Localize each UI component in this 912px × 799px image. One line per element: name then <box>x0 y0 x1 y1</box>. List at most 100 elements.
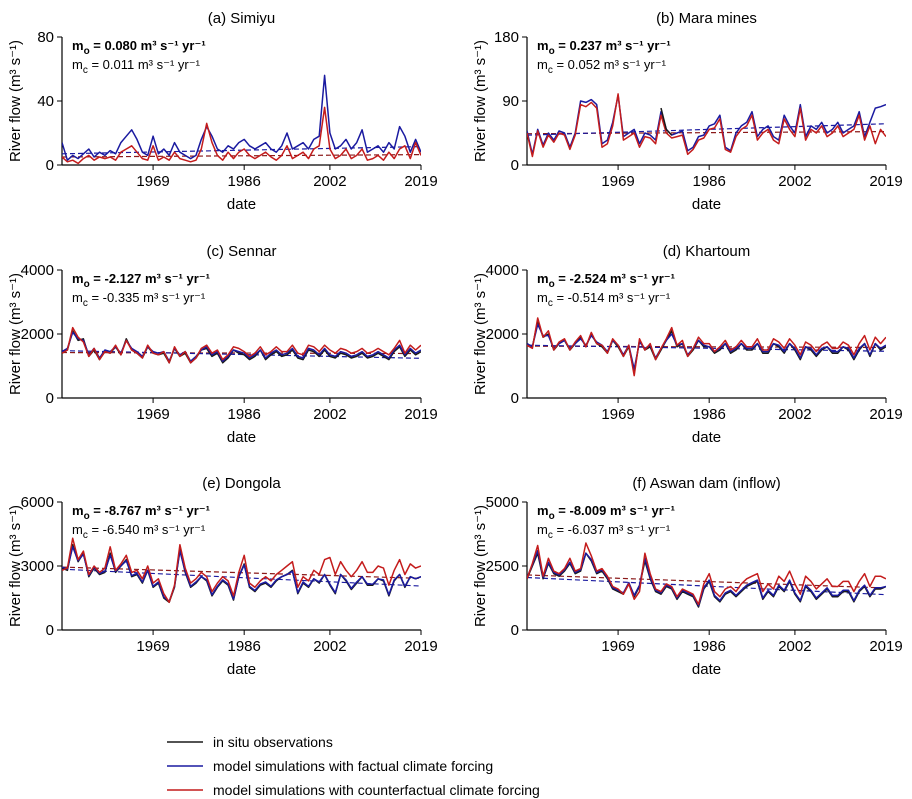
y-tick-label: 90 <box>502 93 519 110</box>
plot-area <box>527 93 886 158</box>
y-tick-label: 4000 <box>486 262 519 279</box>
plot-area <box>62 537 421 604</box>
x-axis-label: date <box>227 429 256 446</box>
y-tick-label: 6000 <box>21 494 54 511</box>
y-tick-label: 4000 <box>21 262 54 279</box>
x-tick-label: 1986 <box>227 638 260 655</box>
series-counterfactual <box>62 326 421 364</box>
x-axis-label: date <box>692 661 721 678</box>
y-axis-label: River flow (m³ s⁻¹) <box>472 40 489 162</box>
legend: in situ observations model simulations w… <box>167 734 540 798</box>
x-tick-label: 1969 <box>601 173 634 190</box>
y-tick-label: 2000 <box>486 326 519 343</box>
x-tick-label: 2002 <box>778 406 811 423</box>
x-tick-label: 1969 <box>136 638 169 655</box>
series-counterfactual <box>527 93 886 158</box>
trend-line-factual <box>62 568 421 587</box>
x-tick-label: 1969 <box>601 406 634 423</box>
x-tick-label: 1969 <box>136 406 169 423</box>
y-tick-label: 180 <box>494 29 519 46</box>
x-tick-label: 1969 <box>136 173 169 190</box>
trend-label-observed: mo = -8.767 m³ s⁻¹ yr⁻¹ <box>72 503 210 522</box>
legend-label-observations: in situ observations <box>213 734 333 750</box>
y-tick-label: 3000 <box>21 558 54 575</box>
y-tick-label: 2000 <box>21 326 54 343</box>
x-axis-label: date <box>227 196 256 213</box>
y-tick-label: 0 <box>511 390 519 407</box>
panel-title: (a) Simiyu <box>208 10 276 27</box>
trend-label-observed: mo = -8.009 m³ s⁻¹ yr⁻¹ <box>537 503 675 522</box>
x-tick-label: 2002 <box>313 638 346 655</box>
y-axis-label: River flow (m³ s⁻¹) <box>7 40 24 162</box>
y-tick-label: 5000 <box>486 494 519 511</box>
panel-title: (b) Mara mines <box>656 10 757 27</box>
panel-5: (f) Aswan dam (inflow) 0 2500 5000 1969 1986 2… <box>472 475 903 678</box>
panel-title: (e) Dongola <box>202 475 281 492</box>
x-tick-label: 1986 <box>227 173 260 190</box>
panel-title: (c) Sennar <box>206 243 276 260</box>
plot-area <box>62 326 421 364</box>
plot-area <box>62 74 421 165</box>
series-counterfactual <box>527 542 886 606</box>
x-tick-label: 2002 <box>313 406 346 423</box>
x-tick-label: 1986 <box>227 406 260 423</box>
trend-line-counterfactual <box>527 574 886 589</box>
panel-title: (f) Aswan dam (inflow) <box>632 475 780 492</box>
trend-label-counterfactual: mc = -0.514 m³ s⁻¹ yr⁻¹ <box>537 290 671 309</box>
panel-3: (d) Khartoum 0 2000 4000 1969 1986 2002 2019 dat… <box>472 243 903 446</box>
plot-area <box>527 542 886 608</box>
y-tick-label: 0 <box>511 157 519 174</box>
series-counterfactual <box>62 537 421 604</box>
trend-label-observed: mo = 0.080 m³ s⁻¹ yr⁻¹ <box>72 38 206 57</box>
trend-label-counterfactual: mc = 0.052 m³ s⁻¹ yr⁻¹ <box>537 57 667 76</box>
plot-area <box>527 317 886 377</box>
trend-label-observed: mo = 0.237 m³ s⁻¹ yr⁻¹ <box>537 38 671 57</box>
y-axis-label: River flow (m³ s⁻¹) <box>7 273 24 395</box>
x-tick-label: 2019 <box>404 638 437 655</box>
y-axis-label: River flow (m³ s⁻¹) <box>7 505 24 627</box>
x-tick-label: 1986 <box>692 638 725 655</box>
x-axis-label: date <box>692 196 721 213</box>
y-tick-label: 0 <box>511 622 519 639</box>
y-tick-label: 0 <box>46 157 54 174</box>
y-axis-label: River flow (m³ s⁻¹) <box>472 505 489 627</box>
x-tick-label: 1986 <box>692 173 725 190</box>
x-tick-label: 2002 <box>778 173 811 190</box>
x-tick-label: 2002 <box>778 638 811 655</box>
panel-title: (d) Khartoum <box>663 243 751 260</box>
x-tick-label: 1986 <box>692 406 725 423</box>
panel-0: (a) Simiyu 0 40 80 1969 1986 2002 2019 date River… <box>7 10 438 213</box>
x-tick-label: 2019 <box>404 173 437 190</box>
x-tick-label: 2019 <box>869 173 902 190</box>
x-axis-label: date <box>227 661 256 678</box>
panel-4: (e) Dongola 0 3000 6000 1969 1986 2002 2019 date… <box>7 475 438 678</box>
legend-label-counterfactual: model simulations with counterfactual cl… <box>213 782 540 798</box>
y-tick-label: 80 <box>37 29 54 46</box>
x-tick-label: 2019 <box>869 406 902 423</box>
x-tick-label: 2019 <box>404 406 437 423</box>
trend-label-counterfactual: mc = 0.011 m³ s⁻¹ yr⁻¹ <box>72 57 201 76</box>
y-tick-label: 40 <box>37 93 54 110</box>
series-factual <box>527 549 886 607</box>
trend-line-counterfactual <box>62 154 421 158</box>
series-factual <box>62 546 421 602</box>
y-tick-label: 0 <box>46 390 54 407</box>
x-tick-label: 1969 <box>601 638 634 655</box>
panels: (a) Simiyu 0 40 80 1969 1986 2002 2019 date River… <box>7 10 903 678</box>
legend-label-factual: model simulations with factual climate f… <box>213 758 493 774</box>
series-observations <box>660 107 673 136</box>
trend-label-observed: mo = -2.524 m³ s⁻¹ yr⁻¹ <box>537 271 675 290</box>
series-counterfactual <box>62 106 421 165</box>
series-factual <box>62 74 421 161</box>
series-observations <box>62 543 421 604</box>
y-tick-label: 0 <box>46 622 54 639</box>
series-counterfactual <box>527 317 886 377</box>
panel-2: (c) Sennar 0 2000 4000 1969 1986 2002 2019 date R… <box>7 243 438 446</box>
series-factual <box>527 94 886 156</box>
x-tick-label: 2019 <box>869 638 902 655</box>
trend-label-counterfactual: mc = -6.540 m³ s⁻¹ yr⁻¹ <box>72 522 206 541</box>
panel-1: (b) Mara mines 0 90 180 1969 1986 2002 2019 date… <box>472 10 903 213</box>
trend-line-counterfactual <box>62 566 421 579</box>
trend-label-counterfactual: mc = -0.335 m³ s⁻¹ yr⁻¹ <box>72 290 206 309</box>
